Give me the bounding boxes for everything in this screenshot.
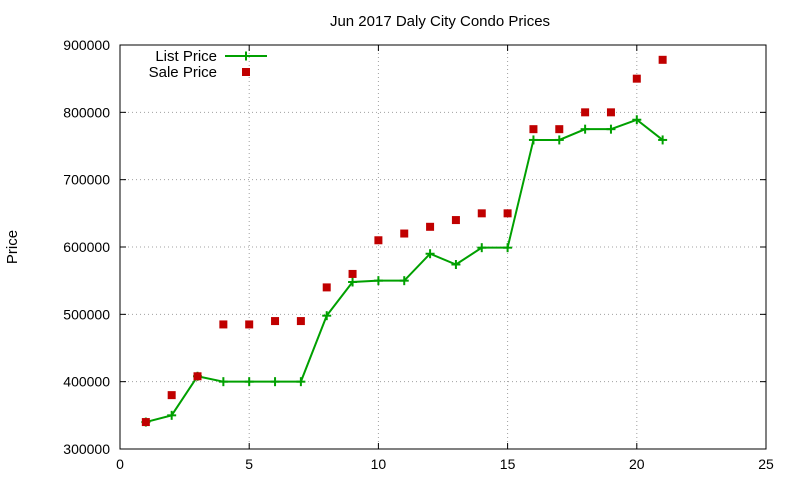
legend-square-swatch <box>242 68 250 76</box>
y-tick-label: 800000 <box>63 104 110 120</box>
list-price-point <box>451 260 461 270</box>
y-tick-label: 600000 <box>63 239 110 255</box>
sale-price-point <box>426 222 435 231</box>
list-price-point <box>632 115 642 125</box>
y-tick-label: 500000 <box>63 306 110 322</box>
list-price-point <box>348 277 358 287</box>
sale-price-point <box>477 209 486 218</box>
list-price-point <box>218 377 228 387</box>
sale-price-point <box>451 216 460 225</box>
list-price-point <box>296 377 306 387</box>
legend-plus-swatch <box>241 51 251 61</box>
axes: 300000 400000 500000 600000 700000 800000 9000… <box>63 37 774 472</box>
sale-price-point <box>632 74 641 83</box>
x-tick-label: 15 <box>500 456 516 472</box>
sale-price-point <box>296 317 305 326</box>
series-list-price <box>141 115 668 427</box>
list-price-point <box>554 135 564 145</box>
legend-label: List Price <box>155 48 217 65</box>
sale-price-point <box>322 283 331 292</box>
x-tick-label: 10 <box>371 456 387 472</box>
sale-price-point <box>374 236 383 245</box>
y-axis-label: Price <box>4 230 21 264</box>
list-price-point <box>580 124 590 134</box>
sale-price-point <box>658 55 667 64</box>
sale-price-point <box>529 125 538 134</box>
y-tick-label: 700000 <box>63 172 110 188</box>
sale-price-point <box>606 108 615 117</box>
sale-price-point <box>193 372 202 381</box>
list-price-point <box>167 410 177 420</box>
list-price-point <box>528 135 538 145</box>
sale-price-point <box>581 108 590 117</box>
legend-label: Sale Price <box>149 64 217 81</box>
plot-frame <box>119 44 767 450</box>
list-price-point <box>477 243 487 253</box>
series-layer <box>141 55 668 427</box>
sale-price-point <box>219 320 228 329</box>
y-tick-label: 900000 <box>63 37 110 53</box>
list-price-line <box>145 118 664 424</box>
sale-price-point <box>167 391 176 400</box>
list-price-point <box>425 249 435 259</box>
chart-title: Jun 2017 Daly City Condo Prices <box>330 13 550 30</box>
sale-price-point <box>245 320 254 329</box>
sale-price-point <box>400 229 409 238</box>
y-tick-label: 300000 <box>63 441 110 457</box>
grid <box>120 45 766 449</box>
list-price-point <box>373 276 383 286</box>
x-tick-label: 25 <box>758 456 774 472</box>
x-tick-label: 0 <box>116 456 124 472</box>
series-sale-price <box>141 55 667 427</box>
sale-price-point <box>348 269 357 278</box>
list-price-point <box>270 377 280 387</box>
x-tick-label: 5 <box>245 456 253 472</box>
list-price-point <box>658 135 668 145</box>
list-price-point <box>322 311 332 321</box>
y-tick-label: 400000 <box>63 374 110 390</box>
list-price-point <box>606 124 616 134</box>
sale-price-point <box>141 418 150 427</box>
list-price-point <box>244 377 254 387</box>
list-price-point <box>399 276 409 286</box>
sale-price-point <box>555 125 564 134</box>
x-tick-label: 20 <box>629 456 645 472</box>
sale-price-point <box>271 317 280 326</box>
list-price-point <box>503 243 513 253</box>
sale-price-point <box>503 209 512 218</box>
